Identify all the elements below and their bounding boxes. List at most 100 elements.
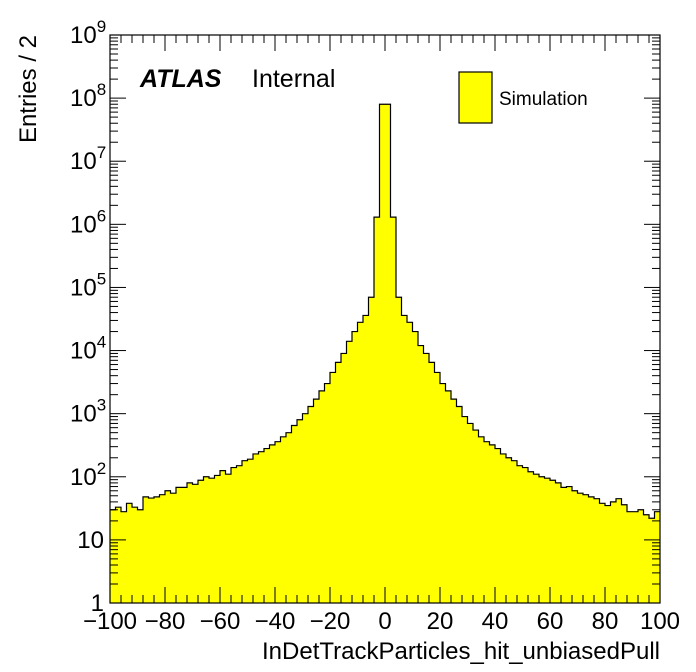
x-tick-label: 20 (427, 608, 454, 635)
histogram-bar (330, 372, 336, 603)
histogram-bar (423, 353, 430, 603)
histogram-bar (209, 478, 215, 603)
histogram-bar (368, 297, 375, 603)
histogram-bar (478, 436, 485, 603)
histogram-bar (401, 315, 408, 603)
y-tick-label: 102 (70, 459, 106, 491)
histogram-bar (390, 217, 397, 603)
histogram-bar (187, 482, 193, 603)
histogram-bar (412, 331, 419, 603)
histogram-bar (374, 217, 380, 603)
histogram-bars (110, 104, 661, 604)
histogram-bar (302, 413, 309, 603)
histogram-bar (280, 436, 287, 603)
axis-ticks (109, 34, 661, 604)
histogram-bar (583, 494, 589, 603)
histogram-bar (495, 448, 501, 603)
histogram-bar (126, 503, 133, 603)
histogram-bar (341, 353, 347, 603)
x-tick-label: −80 (145, 608, 186, 635)
x-tick-label: 100 (640, 608, 680, 635)
x-tick-labels: −100 −80 −60 −40 −20 0 20 40 60 80 100 (83, 608, 680, 635)
histogram-bar (275, 441, 281, 603)
histogram-bar (225, 474, 232, 603)
histogram-bar (566, 486, 573, 603)
histogram-bar (143, 496, 149, 603)
histogram-bar (577, 493, 584, 603)
histogram-bar (236, 465, 243, 603)
histogram-bar (649, 518, 655, 603)
x-tick-label: 60 (537, 608, 564, 635)
histogram-bar (181, 487, 188, 603)
histogram-bar (286, 432, 292, 603)
x-tick-label: −100 (83, 608, 137, 635)
histogram-bar (451, 399, 457, 603)
histogram-bar (220, 470, 226, 603)
histogram-bar (528, 471, 534, 603)
atlas-label: ATLAS (139, 65, 222, 93)
histogram-bar (137, 509, 144, 603)
histogram-bar (203, 476, 210, 603)
x-tick-label: 0 (378, 608, 391, 635)
x-tick-label: 40 (482, 608, 509, 635)
histogram-bar (599, 503, 606, 603)
histogram-bar (588, 496, 595, 603)
histogram-bar (253, 453, 259, 603)
histogram-bar (654, 511, 661, 603)
histogram-bar (231, 467, 237, 603)
histogram-bar (110, 509, 116, 603)
histogram-bar (379, 104, 386, 604)
histogram-bar (544, 478, 551, 603)
y-tick-label: 1 (91, 590, 104, 617)
y-tick-label: 108 (70, 80, 106, 112)
legend-label-simulation: Simulation (499, 89, 588, 110)
histogram-bar (115, 507, 122, 603)
histogram-bar (335, 362, 342, 603)
histogram-bar (616, 498, 622, 603)
histogram-bar (555, 482, 562, 603)
histogram-bar (121, 511, 127, 603)
histogram-bar (385, 104, 391, 604)
histogram-bar (434, 372, 441, 603)
histogram-bar (572, 490, 578, 603)
x-tick-label: −20 (310, 608, 351, 635)
histogram-bar (522, 467, 529, 603)
y-tick-labels: 1 10 102 103 104 105 106 107 108 109 (70, 17, 106, 617)
histogram-bar (346, 341, 353, 603)
y-tick-label: 107 (70, 143, 106, 175)
histogram-bar (561, 487, 567, 603)
histogram-bar (242, 460, 248, 603)
histogram-bar (506, 457, 512, 603)
histogram-bar (319, 390, 325, 603)
histogram-bar (429, 362, 435, 603)
histogram-bar (176, 487, 182, 603)
y-tick-label: 105 (70, 269, 106, 301)
histogram-bar (357, 322, 364, 603)
histogram-bar (192, 484, 199, 603)
y-tick-label: 10 (77, 527, 104, 554)
y-axis-label: Entries / 2 (15, 35, 42, 143)
histogram-bar (484, 441, 490, 603)
histogram-bar (550, 480, 556, 603)
histogram-bar (269, 444, 276, 603)
histogram-bar (264, 448, 270, 603)
x-tick-label: −60 (200, 608, 241, 635)
histogram-bar (511, 460, 518, 603)
histogram-bar (462, 416, 468, 603)
histogram-bar (258, 451, 265, 603)
histogram-bar (643, 514, 650, 603)
histogram-bar (148, 498, 155, 603)
histogram-bar (610, 501, 617, 603)
histogram-bar (297, 419, 303, 603)
histogram-bar (456, 406, 463, 603)
histogram-bar (418, 345, 424, 603)
histogram-bar (291, 425, 298, 603)
histogram-bar (627, 511, 633, 603)
histogram-bar (594, 498, 600, 603)
histogram-bar (308, 406, 314, 603)
histogram-bar (170, 493, 177, 603)
histogram-bar (132, 507, 138, 603)
y-tick-label: 109 (70, 17, 106, 49)
histogram-bar (539, 476, 545, 603)
